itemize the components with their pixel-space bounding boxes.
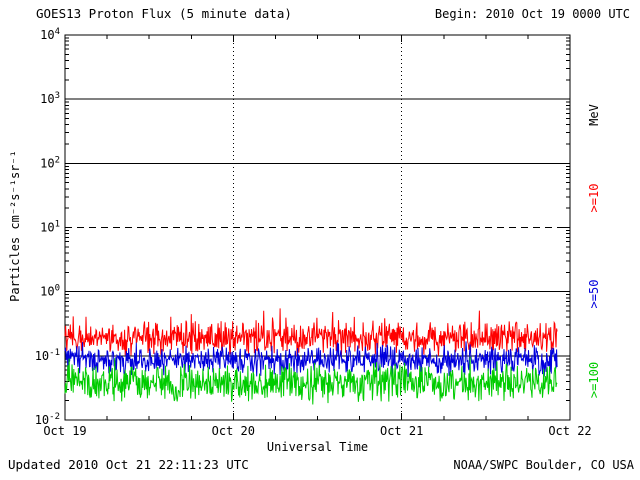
updated-timestamp: Updated 2010 Oct 21 22:11:23 UTC — [8, 457, 249, 472]
svg-text:102: 102 — [40, 155, 60, 170]
source-attribution: NOAA/SWPC Boulder, CO USA — [453, 458, 634, 472]
chart-title: GOES13 Proton Flux (5 minute data) — [36, 6, 292, 21]
legend-label-ge100: >=100 — [587, 361, 601, 399]
svg-text:101: 101 — [40, 220, 60, 235]
x-axis-label: Universal Time — [266, 440, 369, 454]
svg-text:104: 104 — [40, 27, 60, 42]
y-axis-label: Particles cm⁻²s⁻¹sr⁻¹ — [8, 150, 22, 302]
legend-label-ge50: >=50 — [587, 279, 601, 309]
begin-timestamp: Begin: 2010 Oct 19 0000 UTC — [434, 7, 630, 21]
svg-text:Oct 20: Oct 20 — [212, 424, 255, 438]
svg-text:Oct 22: Oct 22 — [548, 424, 591, 438]
svg-text:10-2: 10-2 — [35, 412, 60, 427]
svg-text:10-1: 10-1 — [35, 348, 60, 363]
svg-text:Oct 19: Oct 19 — [43, 424, 86, 438]
svg-text:100: 100 — [40, 284, 60, 299]
svg-text:103: 103 — [40, 91, 60, 106]
legend-label-ge10: >=10 — [587, 183, 601, 213]
right-axis-unit-label: MeV — [587, 104, 601, 126]
svg-text:Oct 21: Oct 21 — [380, 424, 423, 438]
